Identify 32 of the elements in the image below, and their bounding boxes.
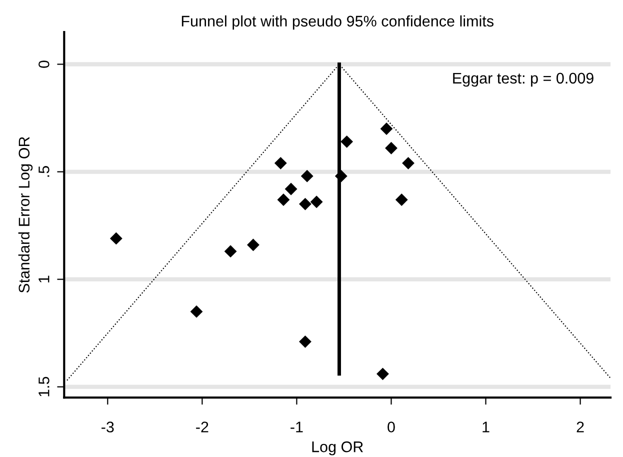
point <box>380 122 393 135</box>
chart-title: Funnel plot with pseudo 95% confidence limits <box>182 15 494 30</box>
point <box>300 170 314 182</box>
point <box>376 368 389 380</box>
x-tick-label: 2 <box>576 422 584 432</box>
point <box>340 135 354 148</box>
point <box>395 194 408 206</box>
x-axis-title: Log OR <box>312 441 363 456</box>
point <box>247 238 260 252</box>
point <box>274 156 287 170</box>
y-axis-title: Standard Error Log OR <box>18 136 33 293</box>
x-tick-label: -1 <box>290 422 303 432</box>
x-tick-label: 0 <box>388 422 395 432</box>
point <box>402 156 414 170</box>
y-tick-label: 1 <box>38 276 50 282</box>
y-tick-label: 1.5 <box>38 376 50 396</box>
point <box>277 194 290 206</box>
point <box>299 198 312 210</box>
point <box>110 232 122 245</box>
point <box>224 245 237 258</box>
point <box>310 196 323 208</box>
x-tick-label: -2 <box>196 422 208 432</box>
point <box>299 335 312 348</box>
x-tick-label: 1 <box>482 422 490 432</box>
annotation: Eggar test: p = 0.009 <box>453 72 594 87</box>
point <box>385 142 398 154</box>
x-tick-label: -3 <box>102 422 114 432</box>
point <box>334 170 348 182</box>
y-tick-label: .5 <box>38 166 50 177</box>
point <box>190 305 203 318</box>
y-tick-label: 0 <box>38 60 50 68</box>
point <box>284 182 298 196</box>
